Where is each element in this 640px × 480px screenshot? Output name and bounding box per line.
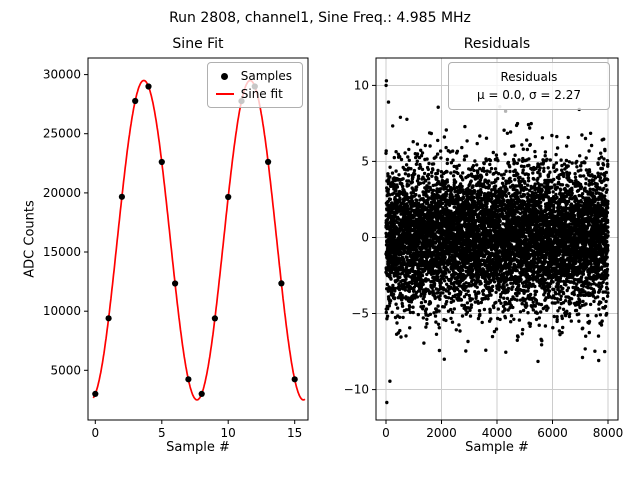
left-plot-title: Sine Fit	[172, 36, 224, 52]
x-tick-label: 6000	[537, 426, 568, 440]
y-tick-label: −10	[344, 383, 369, 397]
sine-fit-line-icon	[215, 93, 234, 95]
y-tick-label: 0	[361, 231, 369, 245]
x-tick-label: 0	[382, 426, 390, 440]
x-tick-label: 8000	[593, 426, 624, 440]
residual-outlier-point	[384, 83, 388, 88]
y-tick-label: 5000	[50, 363, 81, 377]
legend-entry-samples: Samples	[214, 67, 292, 85]
y-tick-label: 30000	[43, 68, 81, 82]
y-tick-label: 15000	[43, 245, 81, 259]
sample-point	[92, 390, 99, 397]
samples-dot-icon	[221, 72, 229, 80]
x-tick-label: 4000	[482, 426, 513, 440]
sample-point	[211, 315, 218, 322]
right-xlabel: Sample #	[465, 440, 529, 455]
y-tick-label: 10	[354, 78, 369, 92]
residual-points	[384, 105, 610, 364]
x-tick-label: 0	[91, 426, 99, 440]
residual-faint-point	[503, 109, 508, 113]
residual-outlier-point	[442, 357, 446, 361]
x-tick-label: 2000	[426, 426, 457, 440]
sample-point	[158, 158, 165, 166]
x-tick-label: 10	[221, 426, 236, 440]
sample-point	[172, 280, 179, 287]
legend-stats-label: μ = 0.0, σ = 2.27	[476, 88, 581, 102]
legend-entry-sine-fit: Sine fit	[214, 85, 292, 103]
sample-point	[198, 390, 205, 397]
y-tick-label: 10000	[43, 304, 81, 318]
y-tick-label: −5	[351, 307, 369, 321]
y-tick-label: 25000	[43, 127, 81, 141]
x-tick-label: 5	[158, 426, 166, 440]
sample-point	[278, 280, 285, 287]
axes-frame	[87, 57, 309, 421]
legend-sinefit-label: Sine fit	[240, 87, 283, 101]
sample-point	[145, 83, 152, 90]
right-legend: Residuals μ = 0.0, σ = 2.27	[447, 62, 610, 110]
sample-point	[105, 315, 112, 322]
sample-point	[185, 376, 192, 383]
sample-point	[265, 158, 272, 165]
y-tick-label: 5	[361, 154, 369, 168]
y-tick-label: 20000	[43, 186, 81, 200]
left-ylabel: ADC Counts	[22, 200, 38, 278]
residual-outlier-point	[384, 79, 389, 83]
residual-outlier-point	[386, 100, 391, 104]
sample-point	[225, 193, 232, 201]
legend-samples-label: Samples	[240, 69, 292, 83]
residuals-plot: 0 2000 4000 6000 8000 −10 −5 0 5 10	[344, 57, 624, 440]
residual-outlier-point	[398, 115, 403, 120]
left-legend: Samples Sine fit	[206, 62, 303, 108]
sample-point	[132, 97, 139, 105]
legend-residuals-label: Residuals	[500, 70, 558, 84]
figure-suptitle: Run 2808, channel1, Sine Freq.: 4.985 MH…	[169, 10, 471, 26]
sample-point	[118, 193, 125, 200]
x-tick-label: 15	[287, 426, 302, 440]
left-xlabel: Sample #	[166, 440, 230, 455]
sample-point	[291, 376, 298, 383]
residual-outlier-point	[385, 400, 389, 405]
residual-outlier-point	[603, 349, 607, 354]
sine-fit-curve	[92, 79, 306, 401]
right-plot-title: Residuals	[463, 36, 531, 52]
residual-outlier-point	[388, 379, 392, 383]
samples-marker-slot	[214, 72, 236, 80]
sine-fit-plot: 0 5 10 15 5000 10000 15000 20000 25000 30000	[43, 57, 309, 440]
sine-fit-marker-slot	[214, 93, 236, 95]
